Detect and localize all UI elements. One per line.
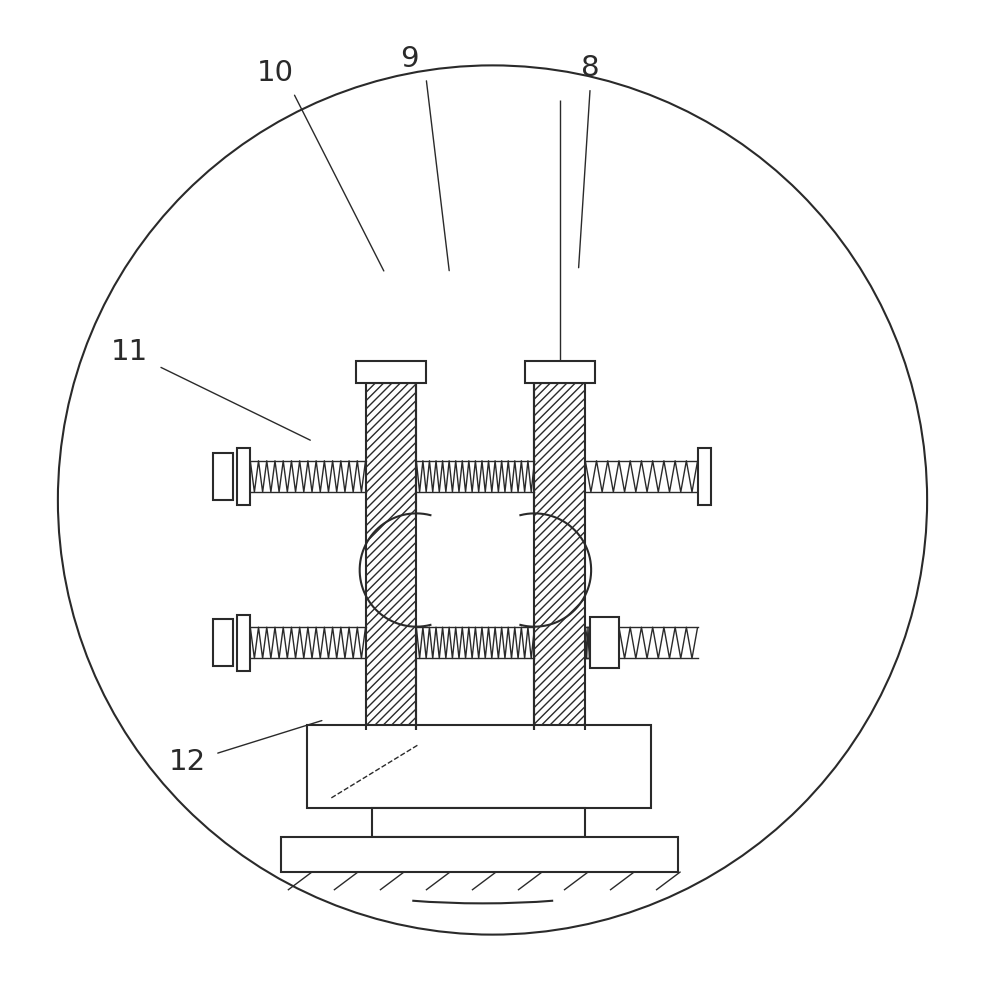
Bar [307,725,651,808]
Text: 9: 9 [400,45,419,73]
Bar [697,448,711,505]
Text: 11: 11 [110,338,148,366]
Text: 10: 10 [257,59,295,87]
Bar [590,617,620,668]
Text: 8: 8 [581,54,600,82]
Bar [213,619,232,666]
Bar [525,361,595,383]
Bar [236,615,250,671]
Text: 12: 12 [169,748,206,776]
Bar [236,448,250,505]
Bar [281,837,678,872]
Bar [372,808,585,837]
Bar [356,361,427,383]
Bar [365,383,417,730]
Bar [535,383,585,730]
Bar [213,453,232,500]
